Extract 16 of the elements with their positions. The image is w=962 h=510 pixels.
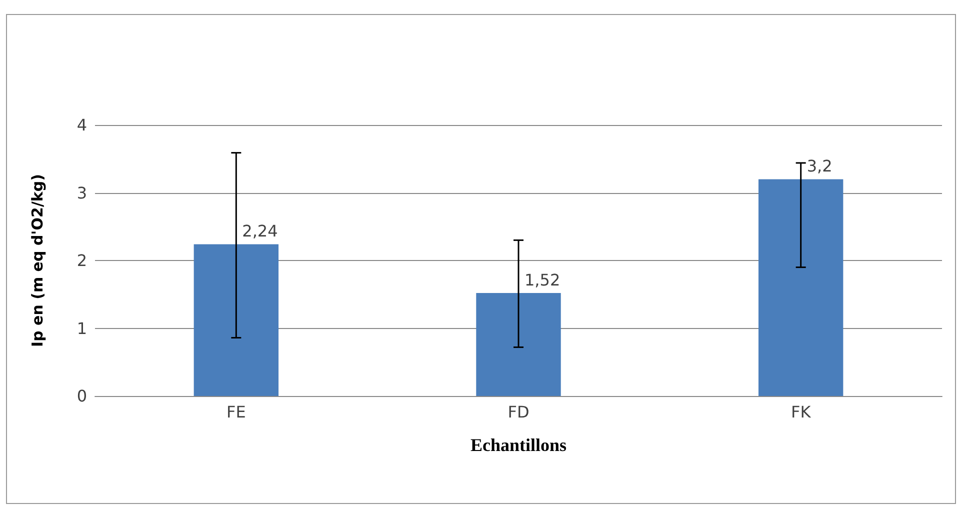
- x-axis-title: Echantillons: [470, 435, 567, 455]
- data-label: 2,24: [242, 222, 278, 241]
- bar: [194, 244, 279, 396]
- data-label: 3,2: [806, 156, 832, 176]
- bar: [758, 179, 844, 396]
- y-tick-label: 0: [76, 386, 87, 406]
- data-label: 1,52: [524, 270, 560, 290]
- x-tick-label: FD: [508, 402, 530, 422]
- y-tick-label: 3: [76, 183, 87, 202]
- x-tick-label: FK: [790, 402, 812, 422]
- bar: [476, 293, 561, 396]
- y-tick-label: 2: [76, 251, 87, 270]
- y-axis-title: Ip en (m eq d'O2/kg): [28, 174, 46, 348]
- y-tick-label: 4: [76, 116, 87, 134]
- x-tick-label: FE: [226, 402, 246, 422]
- y-tick-label: 1: [76, 318, 87, 338]
